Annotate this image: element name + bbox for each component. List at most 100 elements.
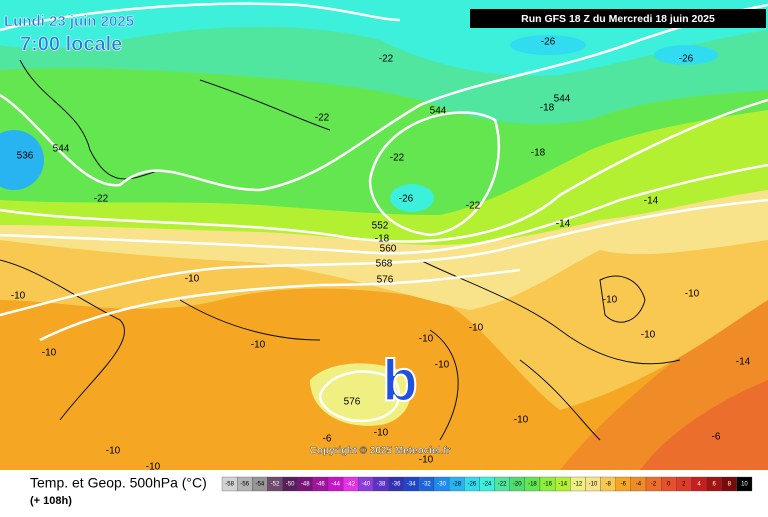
contour-label: -10 (106, 446, 121, 457)
contour-label: -26 (541, 37, 556, 48)
scale-label: -58 (225, 482, 234, 488)
copyright: Copyright © 2025 Meteociel.fr (310, 446, 451, 457)
contour-label: -10 (419, 334, 434, 345)
scale-label: -6 (621, 482, 627, 488)
scale-label: -24 (483, 482, 492, 488)
contour-label: 544 (554, 94, 571, 105)
contour-label: 560 (380, 244, 397, 255)
scale-label: -54 (256, 482, 265, 488)
scale-label: -40 (362, 482, 371, 488)
scale-label: -12 (574, 482, 583, 488)
low-marker: b (382, 348, 417, 413)
forecast-date: Lundi 23 juin 2025 (4, 13, 134, 30)
scale-label: 10 (741, 482, 748, 488)
legend-lead: (+ 108h) (30, 495, 72, 507)
contour-label: -22 (466, 201, 481, 212)
scale-label: -36 (392, 482, 401, 488)
scale-label: -52 (271, 482, 280, 488)
contour-label: -22 (390, 153, 405, 164)
scale-label: -46 (316, 482, 325, 488)
contour-label: -10 (251, 340, 266, 351)
contour-label: -14 (736, 357, 751, 368)
scale-label: -48 (301, 482, 310, 488)
coastline (0, 59, 681, 441)
scale-label: -38 (377, 482, 386, 488)
contour-label: 576 (377, 275, 394, 286)
contour-label: -22 (315, 113, 330, 124)
scale-label: -26 (468, 482, 477, 488)
scale-label: -30 (437, 482, 446, 488)
scale-label: -14 (558, 482, 567, 488)
isohypse (0, 98, 768, 243)
contour-label: -22 (379, 54, 394, 65)
contour-label: -14 (644, 196, 659, 207)
contour-label: 552 (372, 221, 389, 232)
scale-label: -20 (513, 482, 522, 488)
contour-label: -18 (531, 148, 546, 159)
scale-label: 6 (712, 482, 716, 488)
scale-label: -10 (589, 482, 598, 488)
isohypse (368, 111, 500, 237)
isohypse (0, 3, 768, 192)
scale-label: -56 (240, 482, 249, 488)
contour-label: -10 (435, 360, 450, 371)
contour-label: -6 (712, 432, 721, 443)
run-info: Run GFS 18 Z du Mercredi 18 juin 2025 (521, 13, 715, 25)
scale-label: -50 (286, 482, 295, 488)
scale-label: 2 (682, 482, 686, 488)
cold-core (390, 184, 434, 212)
scale-label: -8 (605, 482, 611, 488)
contour-label: -10 (374, 428, 389, 439)
scale-label: -4 (636, 482, 642, 488)
run-box (470, 9, 766, 28)
cold-core (510, 35, 586, 55)
hot-zone (640, 380, 768, 470)
contour-label: -10 (11, 291, 26, 302)
isohypse (318, 370, 401, 423)
isohypse (0, 2, 401, 32)
legend-title: Temp. et Geop. 500hPa (°C) (30, 475, 207, 491)
contour-label: 536 (17, 151, 34, 162)
scale-label: -32 (422, 482, 431, 488)
isohypse (0, 198, 768, 317)
contour-label: -10 (419, 455, 434, 466)
color-scale: -58 -56 -54 -52 -50 -48 -46 -44 -42 -40 -38 -36 -34-… (221, 476, 753, 492)
contour-label: -10 (603, 295, 618, 306)
contour-label: -26 (679, 54, 694, 65)
scale-label: -2 (651, 482, 657, 488)
contour-label: -10 (42, 348, 57, 359)
contour-label: -10 (185, 274, 200, 285)
contour-label: -10 (641, 330, 656, 341)
isohypse (39, 268, 521, 342)
scale-label: -18 (528, 482, 537, 488)
contour-label: 544 (430, 106, 447, 117)
scale-swatch (736, 476, 753, 492)
contour-label: -10 (146, 462, 161, 473)
isohypse (0, 163, 768, 255)
contour-label: -18 (540, 103, 555, 114)
contour-label: -18 (375, 234, 390, 245)
scale-label: -22 (498, 482, 507, 488)
contour-label: -10 (685, 289, 700, 300)
contour-label: -26 (399, 194, 414, 205)
scale-label: -44 (331, 482, 340, 488)
contour-label: 576 (344, 397, 361, 408)
contour-label: -10 (514, 415, 529, 426)
scale-label: 4 (697, 482, 701, 488)
contour-label: -6 (323, 434, 332, 445)
scale-label: 0 (667, 482, 671, 488)
contour-label: 544 (53, 144, 70, 155)
scale-label: -16 (543, 482, 552, 488)
cold-core (654, 45, 718, 65)
scale-label: -28 (452, 482, 461, 488)
scale-label: -34 (407, 482, 416, 488)
contour-label: 568 (376, 259, 393, 270)
scale-label: -42 (346, 482, 355, 488)
contour-label: -10 (469, 323, 484, 334)
scale-label: 8 (728, 482, 732, 488)
contour-label: -14 (556, 219, 571, 230)
contour-label: -22 (94, 194, 109, 205)
cold-core (0, 130, 44, 190)
